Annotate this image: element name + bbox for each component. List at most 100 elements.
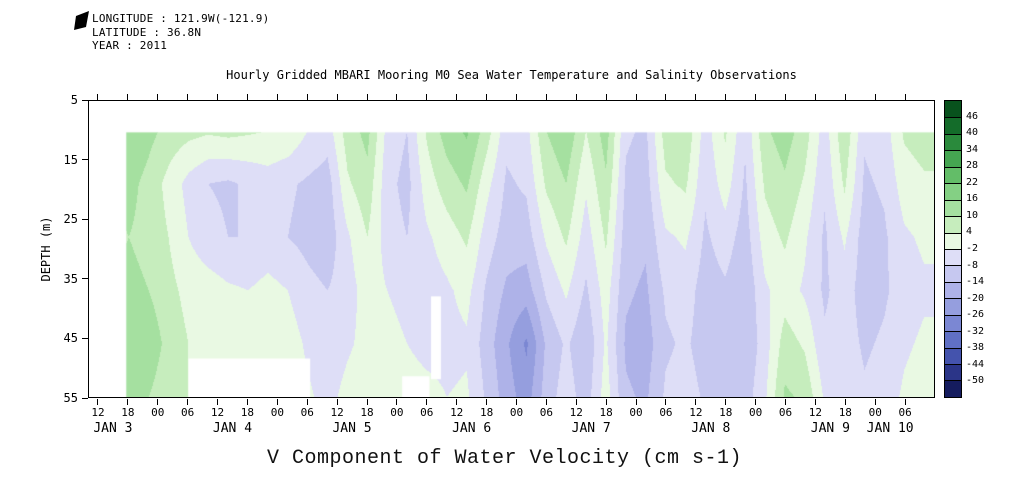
x-tick xyxy=(904,399,906,405)
header-info: LONGITUDE : 121.9W(-121.9) LATITUDE : 36… xyxy=(92,12,269,53)
y-tick-label: 15 xyxy=(63,152,78,167)
y-tick-label: 5 xyxy=(70,93,78,107)
x-tick-top xyxy=(187,94,189,100)
x-hour-label: 00 xyxy=(629,406,643,419)
y-tick-label: 55 xyxy=(63,391,78,405)
x-day-label: JAN 9 xyxy=(810,421,850,436)
x-tick-top xyxy=(844,94,846,100)
colorbar-tick-label: -38 xyxy=(966,342,985,354)
x-tick-top xyxy=(814,94,816,100)
y-tick xyxy=(82,159,88,161)
colorbar-segment xyxy=(945,331,961,348)
x-tick xyxy=(246,399,248,405)
x-tick-top xyxy=(725,94,727,100)
x-hour-label: 06 xyxy=(420,406,434,419)
x-day-label: JAN 4 xyxy=(212,421,253,436)
colorbar-tick-label: -26 xyxy=(966,309,985,321)
x-tick xyxy=(814,399,816,405)
x-tick xyxy=(97,399,99,405)
x-tick xyxy=(217,399,219,405)
x-tick xyxy=(874,399,876,405)
colorbar-tick-label: 16 xyxy=(966,193,979,205)
x-tick-top xyxy=(426,94,428,100)
plot-area xyxy=(88,100,935,398)
plot-title: Hourly Gridded MBARI Mooring M0 Sea Wate… xyxy=(226,68,797,82)
colorbar-tick-label: -32 xyxy=(966,325,985,337)
colorbar-segment xyxy=(945,199,961,217)
x-tick-top xyxy=(785,94,787,100)
x-hour-label: 18 xyxy=(479,406,494,419)
colorbar-segment xyxy=(945,298,961,315)
velocity-heatmap xyxy=(89,101,934,397)
latitude-label: LATITUDE : 36.8N xyxy=(92,25,202,39)
x-tick-top xyxy=(127,94,129,100)
x-tick xyxy=(306,399,308,405)
x-tick-top xyxy=(515,94,517,100)
colorbar-segment xyxy=(945,150,961,167)
year-label: YEAR : 2011 xyxy=(92,39,168,52)
x-day-label: JAN 8 xyxy=(691,421,731,436)
y-tick xyxy=(82,218,88,220)
x-tick-top xyxy=(366,94,368,100)
x-hour-label: 06 xyxy=(300,406,314,419)
x-hour-label: 12 xyxy=(91,406,105,419)
colorbar-tick-label: -8 xyxy=(966,259,979,271)
x-tick-top xyxy=(246,94,248,100)
colorbar-segment xyxy=(945,232,961,249)
x-tick xyxy=(665,399,667,405)
y-tick-label: 45 xyxy=(63,331,78,346)
x-tick-top xyxy=(695,94,697,100)
colorbar-segment xyxy=(945,248,961,266)
x-day-label: JAN 7 xyxy=(571,421,611,436)
x-tick-top xyxy=(157,94,159,100)
x-tick-top xyxy=(635,94,637,100)
x-tick-top xyxy=(904,94,906,100)
x-tick xyxy=(545,399,547,405)
x-day-label: JAN 6 xyxy=(452,421,492,436)
colorbar-segment xyxy=(945,216,961,233)
x-day-label: JAN 5 xyxy=(332,421,372,436)
colorbar-segment xyxy=(945,101,961,118)
colorbar-segment xyxy=(945,166,961,184)
y-tick xyxy=(82,337,88,339)
x-hour-label: 00 xyxy=(868,406,882,419)
x-hour-label: 06 xyxy=(539,406,553,419)
x-hour-label: 12 xyxy=(689,406,703,419)
x-tick xyxy=(396,399,398,405)
x-hour-label: 06 xyxy=(778,406,793,419)
x-hour-label: 00 xyxy=(509,406,524,419)
x-hour-label: 18 xyxy=(599,406,613,419)
x-hour-label: 18 xyxy=(121,406,135,419)
x-tick xyxy=(575,399,577,405)
y-tick xyxy=(82,397,88,399)
colorbar-segment xyxy=(945,265,961,282)
longitude-label: LONGITUDE : 121.9W(-121.9) xyxy=(92,12,270,25)
colorbar-tick-label: 4 xyxy=(966,226,973,238)
x-tick-top xyxy=(575,94,577,100)
x-tick-top xyxy=(874,94,876,100)
y-tick-label: 35 xyxy=(63,271,78,286)
x-tick xyxy=(426,399,428,405)
x-day-label: JAN 10 xyxy=(866,421,914,436)
colorbar-segment xyxy=(945,380,961,397)
colorbar-tick-label: 28 xyxy=(966,160,979,172)
x-hour-label: 12 xyxy=(210,406,225,419)
x-hour-label: 00 xyxy=(270,406,284,419)
colorbar-tick-label: -2 xyxy=(966,243,979,254)
x-tick-top xyxy=(306,94,308,100)
x-hour-label: 06 xyxy=(898,406,912,419)
colorbar xyxy=(944,100,962,398)
x-tick xyxy=(755,399,757,405)
colorbar-segment xyxy=(945,314,961,332)
colorbar-tick-label: 46 xyxy=(966,110,979,122)
x-hour-label: 12 xyxy=(450,406,464,419)
colorbar-segment xyxy=(945,183,961,200)
bottom-title: V Component of Water Velocity (cm s-1) xyxy=(266,447,743,470)
x-hour-label: 12 xyxy=(808,406,823,419)
y-tick xyxy=(82,278,88,280)
x-hour-label: 18 xyxy=(240,406,255,419)
x-tick-top xyxy=(456,94,458,100)
x-hour-label: 06 xyxy=(659,406,673,419)
corner-mark xyxy=(74,11,89,30)
x-tick xyxy=(515,399,517,405)
